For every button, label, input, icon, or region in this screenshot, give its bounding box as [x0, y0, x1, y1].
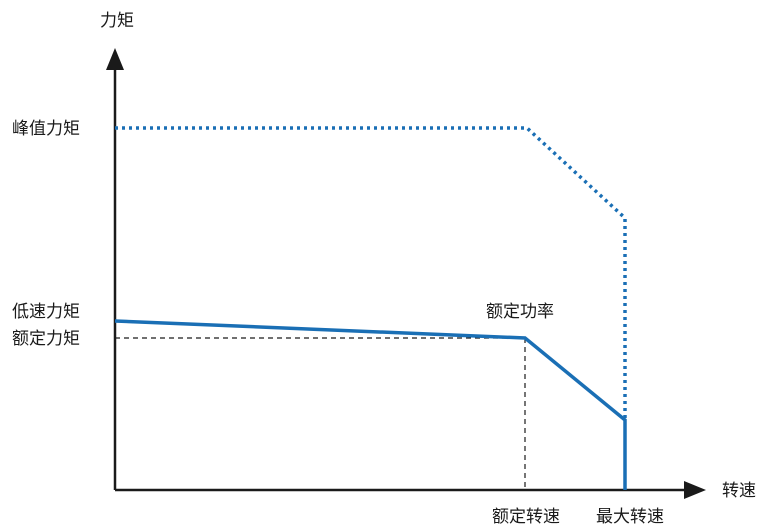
max-speed-label: 最大转速 — [596, 507, 664, 527]
peak-torque-label: 峰值力矩 — [12, 119, 80, 139]
y-axis-label: 力矩 — [100, 11, 134, 31]
low-speed-torque-label: 低速力矩 — [12, 302, 80, 322]
rated-speed-label: 额定转速 — [492, 507, 560, 527]
rated-torque-label: 额定力矩 — [12, 329, 80, 349]
y-axis-arrow — [106, 48, 124, 70]
x-axis-arrow — [684, 481, 706, 499]
rated-power-label: 额定功率 — [486, 302, 554, 322]
continuous-torque-curve — [114, 319, 627, 490]
peak-torque-curve — [115, 126, 627, 420]
x-axis-label: 转速 — [722, 481, 756, 501]
